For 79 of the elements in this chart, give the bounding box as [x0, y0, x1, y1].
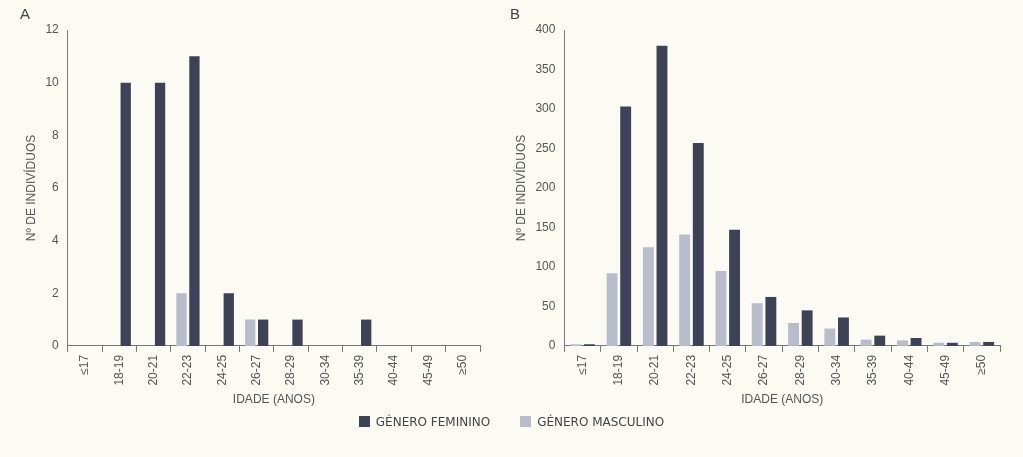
bar — [860, 339, 872, 346]
y-tick-label: 8 — [52, 127, 60, 142]
x-tick-label: ≤17 — [574, 354, 589, 375]
bar — [933, 342, 945, 346]
bar — [189, 56, 200, 346]
y-tick-label: 100 — [535, 259, 556, 274]
x-tick-label: 45-49 — [937, 354, 952, 386]
x-tick-label: 22-23 — [180, 354, 195, 386]
bar — [120, 82, 131, 346]
bar — [824, 328, 836, 346]
bar — [910, 338, 922, 346]
legend-label: GÉNERO FEMININO — [375, 415, 491, 429]
y-tick-label: 350 — [535, 61, 556, 76]
bar — [620, 106, 632, 346]
bar — [801, 310, 813, 346]
y-axis-title: Nº DE INDIVÍDUOS — [22, 134, 38, 242]
x-tick-label: 40-44 — [901, 354, 916, 386]
y-tick-label: 6 — [52, 180, 60, 195]
x-tick-label: 20-21 — [145, 354, 160, 386]
y-tick-label: 10 — [45, 74, 60, 89]
bar — [765, 296, 777, 346]
x-axis-title: IDADE (ANOS) — [741, 392, 824, 407]
bar — [679, 234, 691, 346]
bar — [642, 247, 654, 346]
y-tick-label: 200 — [535, 180, 556, 195]
bar — [154, 82, 166, 346]
x-tick-label: 45-49 — [420, 354, 435, 386]
x-tick-label: ≤17 — [77, 354, 92, 375]
x-tick-label: 40-44 — [386, 354, 401, 386]
bar — [361, 319, 372, 346]
x-tick-label: 35-39 — [865, 354, 880, 386]
x-tick-label: 26-27 — [756, 354, 771, 386]
y-tick-label: 4 — [52, 232, 60, 247]
x-tick-label: 28-29 — [283, 354, 298, 386]
x-tick-label: 28-29 — [792, 354, 807, 386]
bar — [292, 319, 303, 346]
bar — [715, 270, 727, 346]
y-tick-label: 300 — [535, 101, 556, 116]
x-axis-title: IDADE (ANOS) — [232, 392, 315, 407]
chart-title: A — [20, 5, 31, 23]
y-tick-label: 12 — [45, 22, 60, 37]
y-tick-label: 150 — [535, 219, 556, 234]
x-tick-label: ≥50 — [974, 354, 989, 375]
bar — [838, 317, 849, 346]
bar — [223, 293, 234, 346]
bar — [946, 342, 958, 346]
bar — [874, 335, 886, 346]
y-axis-title: Nº DE INDIVÍDUOS — [512, 134, 528, 242]
legend-label: GÉNERO MASCULINO — [537, 415, 665, 429]
bar — [729, 229, 741, 346]
y-tick-label: 250 — [535, 140, 556, 155]
x-tick-label: 24-25 — [214, 354, 229, 386]
y-tick-label: 400 — [535, 22, 556, 37]
y-tick-label: 0 — [52, 338, 60, 353]
x-tick-label: 30-34 — [828, 354, 843, 386]
bar — [606, 273, 618, 346]
x-tick-label: 35-39 — [352, 354, 367, 386]
x-tick-label: 18-19 — [611, 354, 626, 386]
x-tick-label: ≥50 — [455, 354, 470, 375]
y-tick-label: 0 — [548, 338, 556, 353]
bar — [969, 341, 981, 346]
chart-title: B — [510, 5, 521, 23]
x-tick-label: 20-21 — [647, 354, 662, 386]
bar — [751, 303, 763, 346]
bar — [788, 323, 799, 346]
bar — [983, 341, 995, 346]
x-tick-label: 24-25 — [720, 354, 735, 386]
x-tick-label: 22-23 — [683, 354, 698, 386]
bar — [257, 319, 269, 346]
x-tick-label: 18-19 — [111, 354, 126, 386]
bar — [897, 340, 908, 346]
y-tick-label: 2 — [52, 285, 60, 300]
bar — [176, 293, 187, 346]
bar — [245, 319, 256, 346]
y-tick-label: 50 — [542, 298, 556, 313]
bar — [656, 45, 668, 346]
x-tick-label: 30-34 — [317, 354, 332, 386]
x-tick-label: 26-27 — [249, 354, 264, 386]
bar — [692, 142, 704, 346]
